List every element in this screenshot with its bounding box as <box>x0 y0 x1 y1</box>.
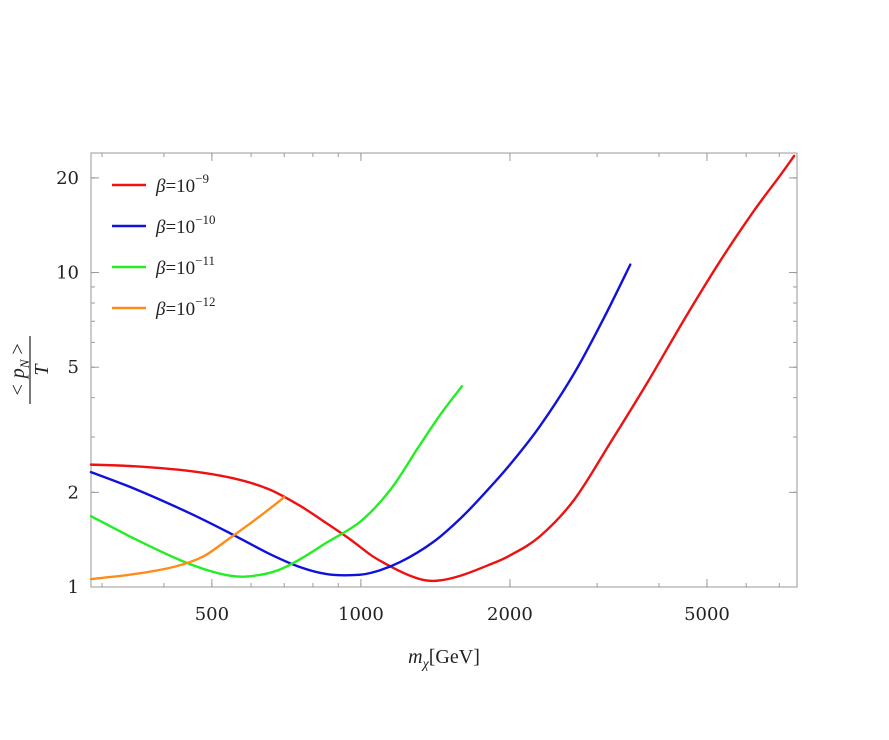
series-layer <box>89 154 796 583</box>
y-axis-label: < pN > T <box>7 336 53 404</box>
x-tick-label: 1000 <box>338 604 384 625</box>
legend: β=10−9 β=10−10 β=10−11 β=10−12 <box>112 171 216 320</box>
svg-text:T: T <box>31 363 53 376</box>
legend-label-1: β=10−9 <box>155 171 209 197</box>
y-tick-label: 1 <box>68 577 79 598</box>
x-tick-label: 2000 <box>487 604 533 625</box>
series-line-2 <box>89 263 632 577</box>
y-tick-label: 10 <box>56 263 79 284</box>
y-tick-label: 5 <box>68 357 79 378</box>
series-line-4 <box>89 496 286 581</box>
series-line-3 <box>89 385 464 578</box>
x-tick-label: 5000 <box>684 604 730 625</box>
legend-label-3: β=10−11 <box>155 253 215 279</box>
plot-frame <box>90 152 798 588</box>
legend-label-2: β=10−10 <box>155 212 216 238</box>
y-tick-label: 20 <box>56 168 79 189</box>
svg-text:< pN >: < pN > <box>7 343 32 396</box>
x-axis-label: mχ[GeV] <box>408 646 480 672</box>
y-tick-label: 2 <box>68 482 79 503</box>
series-line-1 <box>89 154 796 583</box>
x-tick-label: 500 <box>195 604 229 625</box>
x-axis-ticks: 500 1000 2000 5000 <box>101 153 780 625</box>
y-axis-ticks: 1 2 5 10 20 <box>56 168 797 598</box>
legend-label-4: β=10−12 <box>155 294 216 320</box>
